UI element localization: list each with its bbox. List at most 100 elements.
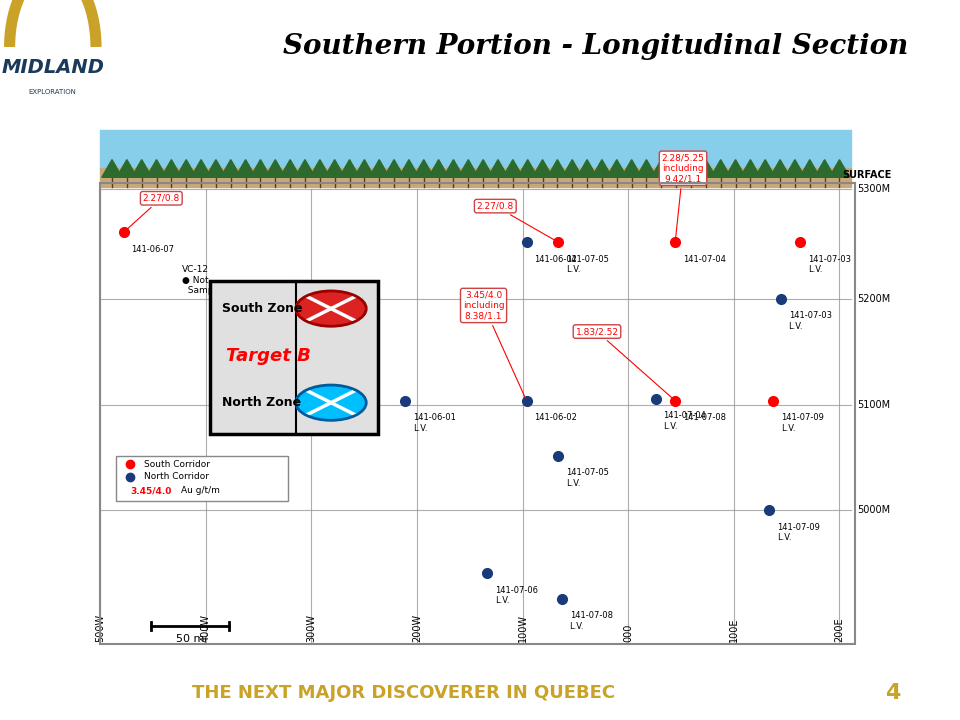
Text: 141-07-03
L.V.: 141-07-03 L.V. [808, 254, 852, 274]
Text: 141-07-03
L.V.: 141-07-03 L.V. [788, 311, 831, 330]
Text: VC-12
● Not
  Sampled: VC-12 ● Not Sampled [182, 266, 228, 295]
Polygon shape [384, 160, 404, 177]
Text: North Corridor: North Corridor [144, 472, 209, 481]
Polygon shape [756, 160, 776, 177]
Text: North Zone: North Zone [222, 396, 300, 409]
Polygon shape [191, 160, 211, 177]
Polygon shape [340, 160, 360, 177]
Polygon shape [473, 160, 493, 177]
Text: 3.45/4.0: 3.45/4.0 [130, 487, 172, 495]
Text: SURFACE: SURFACE [842, 171, 891, 180]
Text: 5100M: 5100M [857, 400, 891, 410]
Polygon shape [324, 160, 345, 177]
Polygon shape [517, 160, 538, 177]
Polygon shape [369, 160, 390, 177]
Text: 400W: 400W [201, 613, 211, 642]
Polygon shape [503, 160, 523, 177]
Text: 141-07-04
L.V.: 141-07-04 L.V. [663, 411, 707, 431]
Polygon shape [636, 160, 657, 177]
Text: 2.28/5.25
including
9.42/1.1: 2.28/5.25 including 9.42/1.1 [661, 153, 705, 239]
Circle shape [296, 291, 366, 326]
Text: 141-06-01
L.V.: 141-06-01 L.V. [413, 413, 456, 433]
Text: 50 m: 50 m [176, 634, 204, 644]
Polygon shape [696, 160, 716, 177]
Polygon shape [221, 160, 241, 177]
Bar [100, 168, 852, 187]
Text: 1.83/2.52: 1.83/2.52 [575, 327, 673, 399]
Polygon shape [310, 160, 330, 177]
Text: 500W: 500W [95, 613, 106, 642]
Polygon shape [681, 160, 701, 177]
Text: EXPLORATION: EXPLORATION [29, 89, 77, 95]
Text: Au g/t/m: Au g/t/m [180, 487, 220, 495]
Polygon shape [533, 160, 553, 177]
Text: 141-07-08: 141-07-08 [683, 413, 726, 422]
Polygon shape [146, 160, 167, 177]
Polygon shape [251, 160, 271, 177]
Text: 141-06-07: 141-06-07 [132, 245, 175, 253]
Text: 5300M: 5300M [857, 184, 891, 194]
Polygon shape [235, 160, 255, 177]
Polygon shape [562, 160, 583, 177]
Polygon shape [295, 160, 315, 177]
Text: 141-07-09
L.V.: 141-07-09 L.V. [777, 523, 820, 542]
Text: 141-07-06
L.V.: 141-07-06 L.V. [495, 586, 539, 605]
Polygon shape [458, 160, 478, 177]
Bar [116, 456, 288, 500]
Text: 300W: 300W [306, 613, 317, 642]
Polygon shape [784, 160, 805, 177]
Polygon shape [117, 160, 137, 177]
Polygon shape [577, 160, 597, 177]
Text: Target B: Target B [226, 346, 311, 364]
Polygon shape [354, 160, 374, 177]
Polygon shape [814, 160, 835, 177]
Polygon shape [666, 160, 686, 177]
Text: South Corridor: South Corridor [144, 460, 210, 469]
Polygon shape [547, 160, 567, 177]
Polygon shape [829, 160, 850, 177]
Polygon shape [176, 160, 197, 177]
Text: 000: 000 [623, 624, 634, 642]
Text: 141-07-08
L.V.: 141-07-08 L.V. [569, 611, 612, 631]
Text: 141-07-09
L.V.: 141-07-09 L.V. [780, 413, 824, 433]
Polygon shape [740, 160, 760, 177]
Polygon shape [205, 160, 227, 177]
Polygon shape [102, 160, 122, 177]
Text: 141-07-04: 141-07-04 [683, 254, 726, 264]
Text: Southern Portion - Longitudinal Section: Southern Portion - Longitudinal Section [282, 33, 908, 60]
Polygon shape [726, 160, 746, 177]
Text: 200W: 200W [412, 613, 422, 642]
Circle shape [296, 385, 366, 420]
Polygon shape [770, 160, 790, 177]
Text: 2.27/0.8: 2.27/0.8 [126, 194, 180, 230]
Text: MIDLAND: MIDLAND [1, 58, 105, 77]
Text: 100W: 100W [517, 613, 528, 642]
Text: South Zone: South Zone [222, 302, 302, 315]
Text: THE NEXT MAJOR DISCOVERER IN QUEBEC: THE NEXT MAJOR DISCOVERER IN QUEBEC [192, 684, 614, 702]
Text: 200E: 200E [834, 617, 845, 642]
Polygon shape [651, 160, 671, 177]
Polygon shape [621, 160, 642, 177]
Bar [210, 281, 378, 434]
Polygon shape [132, 160, 152, 177]
Polygon shape [800, 160, 820, 177]
Polygon shape [428, 160, 448, 177]
Polygon shape [414, 160, 434, 177]
Text: 141-07-05
L.V.: 141-07-05 L.V. [565, 254, 609, 274]
Polygon shape [591, 160, 612, 177]
Polygon shape [265, 160, 285, 177]
Polygon shape [280, 160, 300, 177]
Polygon shape [607, 160, 627, 177]
Text: 141-06-02: 141-06-02 [535, 254, 577, 264]
Text: 5200M: 5200M [857, 294, 891, 304]
Polygon shape [710, 160, 731, 177]
Polygon shape [161, 160, 181, 177]
Text: 2.27/0.8: 2.27/0.8 [477, 202, 556, 240]
Text: 141-07-05
L.V.: 141-07-05 L.V. [565, 468, 609, 487]
Polygon shape [488, 160, 508, 177]
Text: 4: 4 [885, 683, 900, 703]
Text: 100E: 100E [729, 617, 739, 642]
Polygon shape [444, 160, 464, 177]
Text: 141-06-02: 141-06-02 [535, 413, 577, 422]
Polygon shape [398, 160, 420, 177]
